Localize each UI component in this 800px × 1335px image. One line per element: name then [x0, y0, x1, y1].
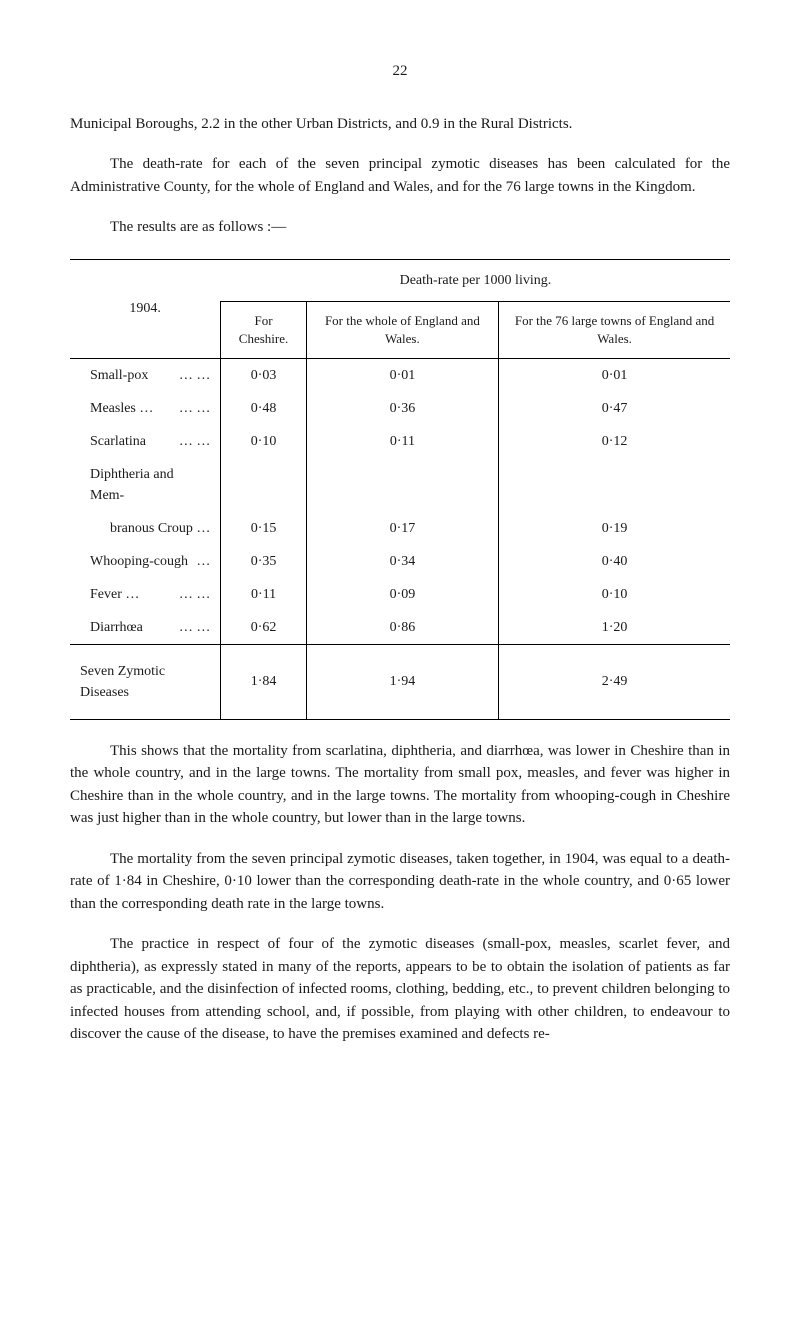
table-row-label: branous Croup… — [70, 512, 221, 545]
paragraph-4: This shows that the mortality from scarl… — [70, 740, 730, 830]
table-cell: 0·35 — [221, 545, 306, 578]
table-cell: 0·01 — [499, 358, 730, 392]
table-row-label: Diarrhœa… … — [70, 611, 221, 645]
table-cell: 0·12 — [499, 425, 730, 458]
paragraph-1: Municipal Boroughs, 2.2 in the other Urb… — [70, 113, 730, 136]
total-cheshire: 1·84 — [221, 644, 306, 719]
table-cell: 0·15 — [221, 512, 306, 545]
paragraph-5: The mortality from the seven principal z… — [70, 848, 730, 916]
total-england-wales: 1·94 — [306, 644, 498, 719]
page-number: 22 — [70, 60, 730, 83]
table-cell: 1·20 — [499, 611, 730, 645]
table-cell — [221, 458, 306, 512]
paragraph-6: The practice in respect of four of the z… — [70, 933, 730, 1046]
col-header-cheshire: For Cheshire. — [221, 301, 306, 358]
total-large-towns: 2·49 — [499, 644, 730, 719]
col-header-large-towns: For the 76 large towns of England and Wa… — [499, 301, 730, 358]
table-row-label: Whooping-cough… — [70, 545, 221, 578]
table-row-label: Fever …… … — [70, 578, 221, 611]
table-main-header: Death-rate per 1000 living. — [221, 259, 730, 301]
table-cell: 0·10 — [221, 425, 306, 458]
table-cell: 0·11 — [221, 578, 306, 611]
table-cell — [306, 458, 498, 512]
table-cell: 0·48 — [221, 392, 306, 425]
table-cell: 0·09 — [306, 578, 498, 611]
table-cell: 0·34 — [306, 545, 498, 578]
table-row-label: Scarlatina… … — [70, 425, 221, 458]
table-row-label: Measles …… … — [70, 392, 221, 425]
paragraph-3: The results are as follows :— — [70, 216, 730, 239]
paragraph-2: The death-rate for each of the seven pri… — [70, 153, 730, 198]
year-header: 1904. — [70, 259, 221, 358]
table-cell: 0·11 — [306, 425, 498, 458]
table-cell: 0·01 — [306, 358, 498, 392]
table-cell: 0·40 — [499, 545, 730, 578]
total-label: Seven Zymotic Diseases — [70, 644, 221, 719]
death-rate-table: 1904. Death-rate per 1000 living. For Ch… — [70, 259, 730, 720]
table-cell — [499, 458, 730, 512]
table-row-label: Small-pox… … — [70, 358, 221, 392]
table-row-label: Diphtheria and Mem- — [70, 458, 221, 512]
table-cell: 0·10 — [499, 578, 730, 611]
table-cell: 0·17 — [306, 512, 498, 545]
table-cell: 0·36 — [306, 392, 498, 425]
table-cell: 0·03 — [221, 358, 306, 392]
table-cell: 0·86 — [306, 611, 498, 645]
table-cell: 0·47 — [499, 392, 730, 425]
col-header-england-wales: For the whole of England and Wales. — [306, 301, 498, 358]
table-cell: 0·62 — [221, 611, 306, 645]
table-cell: 0·19 — [499, 512, 730, 545]
